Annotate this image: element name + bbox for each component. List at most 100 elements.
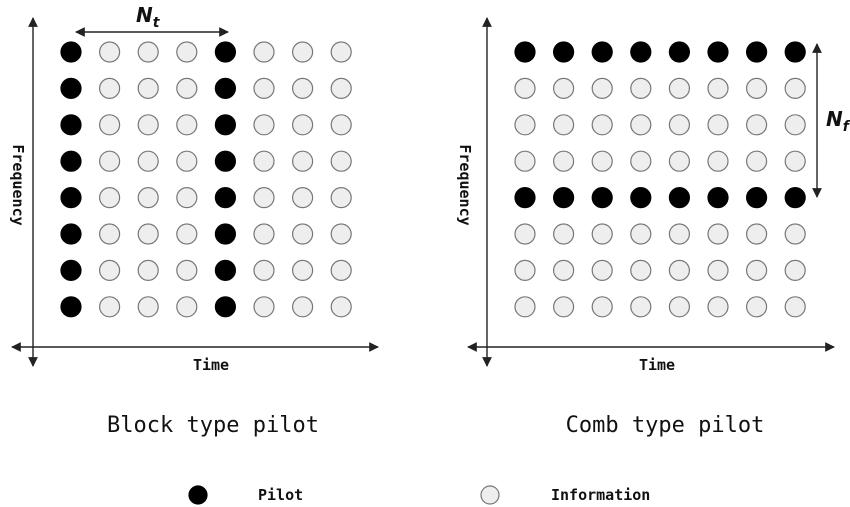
pilot-symbol xyxy=(214,223,236,245)
information-symbol xyxy=(630,150,652,172)
information-symbol xyxy=(668,223,691,245)
information-symbol xyxy=(514,77,536,100)
information-symbol xyxy=(137,77,159,100)
pilot-symbol xyxy=(745,41,768,63)
information-symbol xyxy=(707,223,729,245)
pilot-symbol xyxy=(707,187,729,209)
information-symbol xyxy=(514,259,536,281)
information-legend-icon xyxy=(480,485,500,505)
information-symbol xyxy=(137,187,159,209)
information-symbol xyxy=(668,114,691,136)
information-legend-label: Information xyxy=(551,486,650,504)
information-symbol xyxy=(137,296,159,318)
information-symbol xyxy=(552,296,575,318)
legend: Pilot Information xyxy=(188,485,650,505)
information-symbol xyxy=(98,259,121,281)
pilot-symbol xyxy=(214,259,236,281)
information-symbol xyxy=(745,259,768,281)
comb-spacing-label: Nf xyxy=(826,107,850,135)
information-symbol xyxy=(330,223,352,245)
comb-subcarrier-grid xyxy=(514,41,806,318)
information-symbol xyxy=(292,187,314,209)
information-symbol xyxy=(707,150,729,172)
information-symbol xyxy=(668,259,691,281)
information-symbol xyxy=(514,114,536,136)
comb-caption: Comb type pilot xyxy=(566,413,765,438)
information-symbol xyxy=(514,150,536,172)
information-symbol xyxy=(253,150,275,172)
information-symbol xyxy=(137,150,159,172)
information-symbol xyxy=(253,187,275,209)
information-symbol xyxy=(292,259,314,281)
information-symbol xyxy=(552,114,575,136)
pilot-symbol xyxy=(514,41,536,63)
information-symbol xyxy=(784,77,806,100)
information-symbol xyxy=(330,77,352,100)
information-symbol xyxy=(253,41,275,63)
information-symbol xyxy=(292,296,314,318)
information-symbol xyxy=(292,114,314,136)
information-symbol xyxy=(591,114,613,136)
pilot-symbol xyxy=(60,77,82,100)
information-symbol xyxy=(292,150,314,172)
information-symbol xyxy=(514,296,536,318)
information-symbol xyxy=(292,223,314,245)
block-subcarrier-grid xyxy=(60,41,352,318)
pilot-symbol xyxy=(60,114,82,136)
information-symbol xyxy=(137,259,159,281)
pilot-symbol xyxy=(552,41,575,63)
information-symbol xyxy=(514,223,536,245)
pilot-symbol xyxy=(745,187,768,209)
information-symbol xyxy=(98,41,121,63)
pilot-symbol xyxy=(784,41,806,63)
information-symbol xyxy=(707,77,729,100)
pilot-symbol xyxy=(630,41,652,63)
information-symbol xyxy=(745,150,768,172)
block-panel: Frequency Time Nt Block type pilot xyxy=(9,3,379,438)
pilot-legend-label: Pilot xyxy=(258,486,303,504)
pilot-symbol xyxy=(60,41,82,63)
information-symbol xyxy=(292,41,314,63)
information-symbol xyxy=(707,296,729,318)
information-symbol xyxy=(98,187,121,209)
information-symbol xyxy=(784,296,806,318)
information-symbol xyxy=(176,187,198,209)
information-symbol xyxy=(330,187,352,209)
block-caption: Block type pilot xyxy=(107,413,319,438)
comb-time-label: Time xyxy=(639,356,675,374)
pilot-symbol xyxy=(552,187,575,209)
pilot-symbol xyxy=(668,41,691,63)
information-symbol xyxy=(745,114,768,136)
information-symbol xyxy=(176,296,198,318)
information-symbol xyxy=(630,114,652,136)
information-symbol xyxy=(591,77,613,100)
pilot-legend-icon xyxy=(188,485,208,505)
information-symbol xyxy=(668,296,691,318)
pilot-symbol xyxy=(630,187,652,209)
pilot-symbol xyxy=(214,41,236,63)
information-symbol xyxy=(552,77,575,100)
information-symbol xyxy=(330,296,352,318)
information-symbol xyxy=(98,77,121,100)
information-symbol xyxy=(253,114,275,136)
pilot-symbol xyxy=(60,150,82,172)
information-symbol xyxy=(176,41,198,63)
information-symbol xyxy=(98,296,121,318)
information-symbol xyxy=(552,150,575,172)
information-symbol xyxy=(253,77,275,100)
information-symbol xyxy=(630,296,652,318)
pilot-symbol xyxy=(214,296,236,318)
information-symbol xyxy=(745,223,768,245)
comb-panel: Frequency Time Nf Comb type pilot xyxy=(456,17,850,438)
information-symbol xyxy=(630,223,652,245)
information-symbol xyxy=(176,77,198,100)
information-symbol xyxy=(630,77,652,100)
information-symbol xyxy=(552,259,575,281)
information-symbol xyxy=(707,114,729,136)
information-symbol xyxy=(98,114,121,136)
information-symbol xyxy=(784,223,806,245)
block-spacing-label: Nt xyxy=(136,3,161,31)
information-symbol xyxy=(707,259,729,281)
information-symbol xyxy=(176,223,198,245)
